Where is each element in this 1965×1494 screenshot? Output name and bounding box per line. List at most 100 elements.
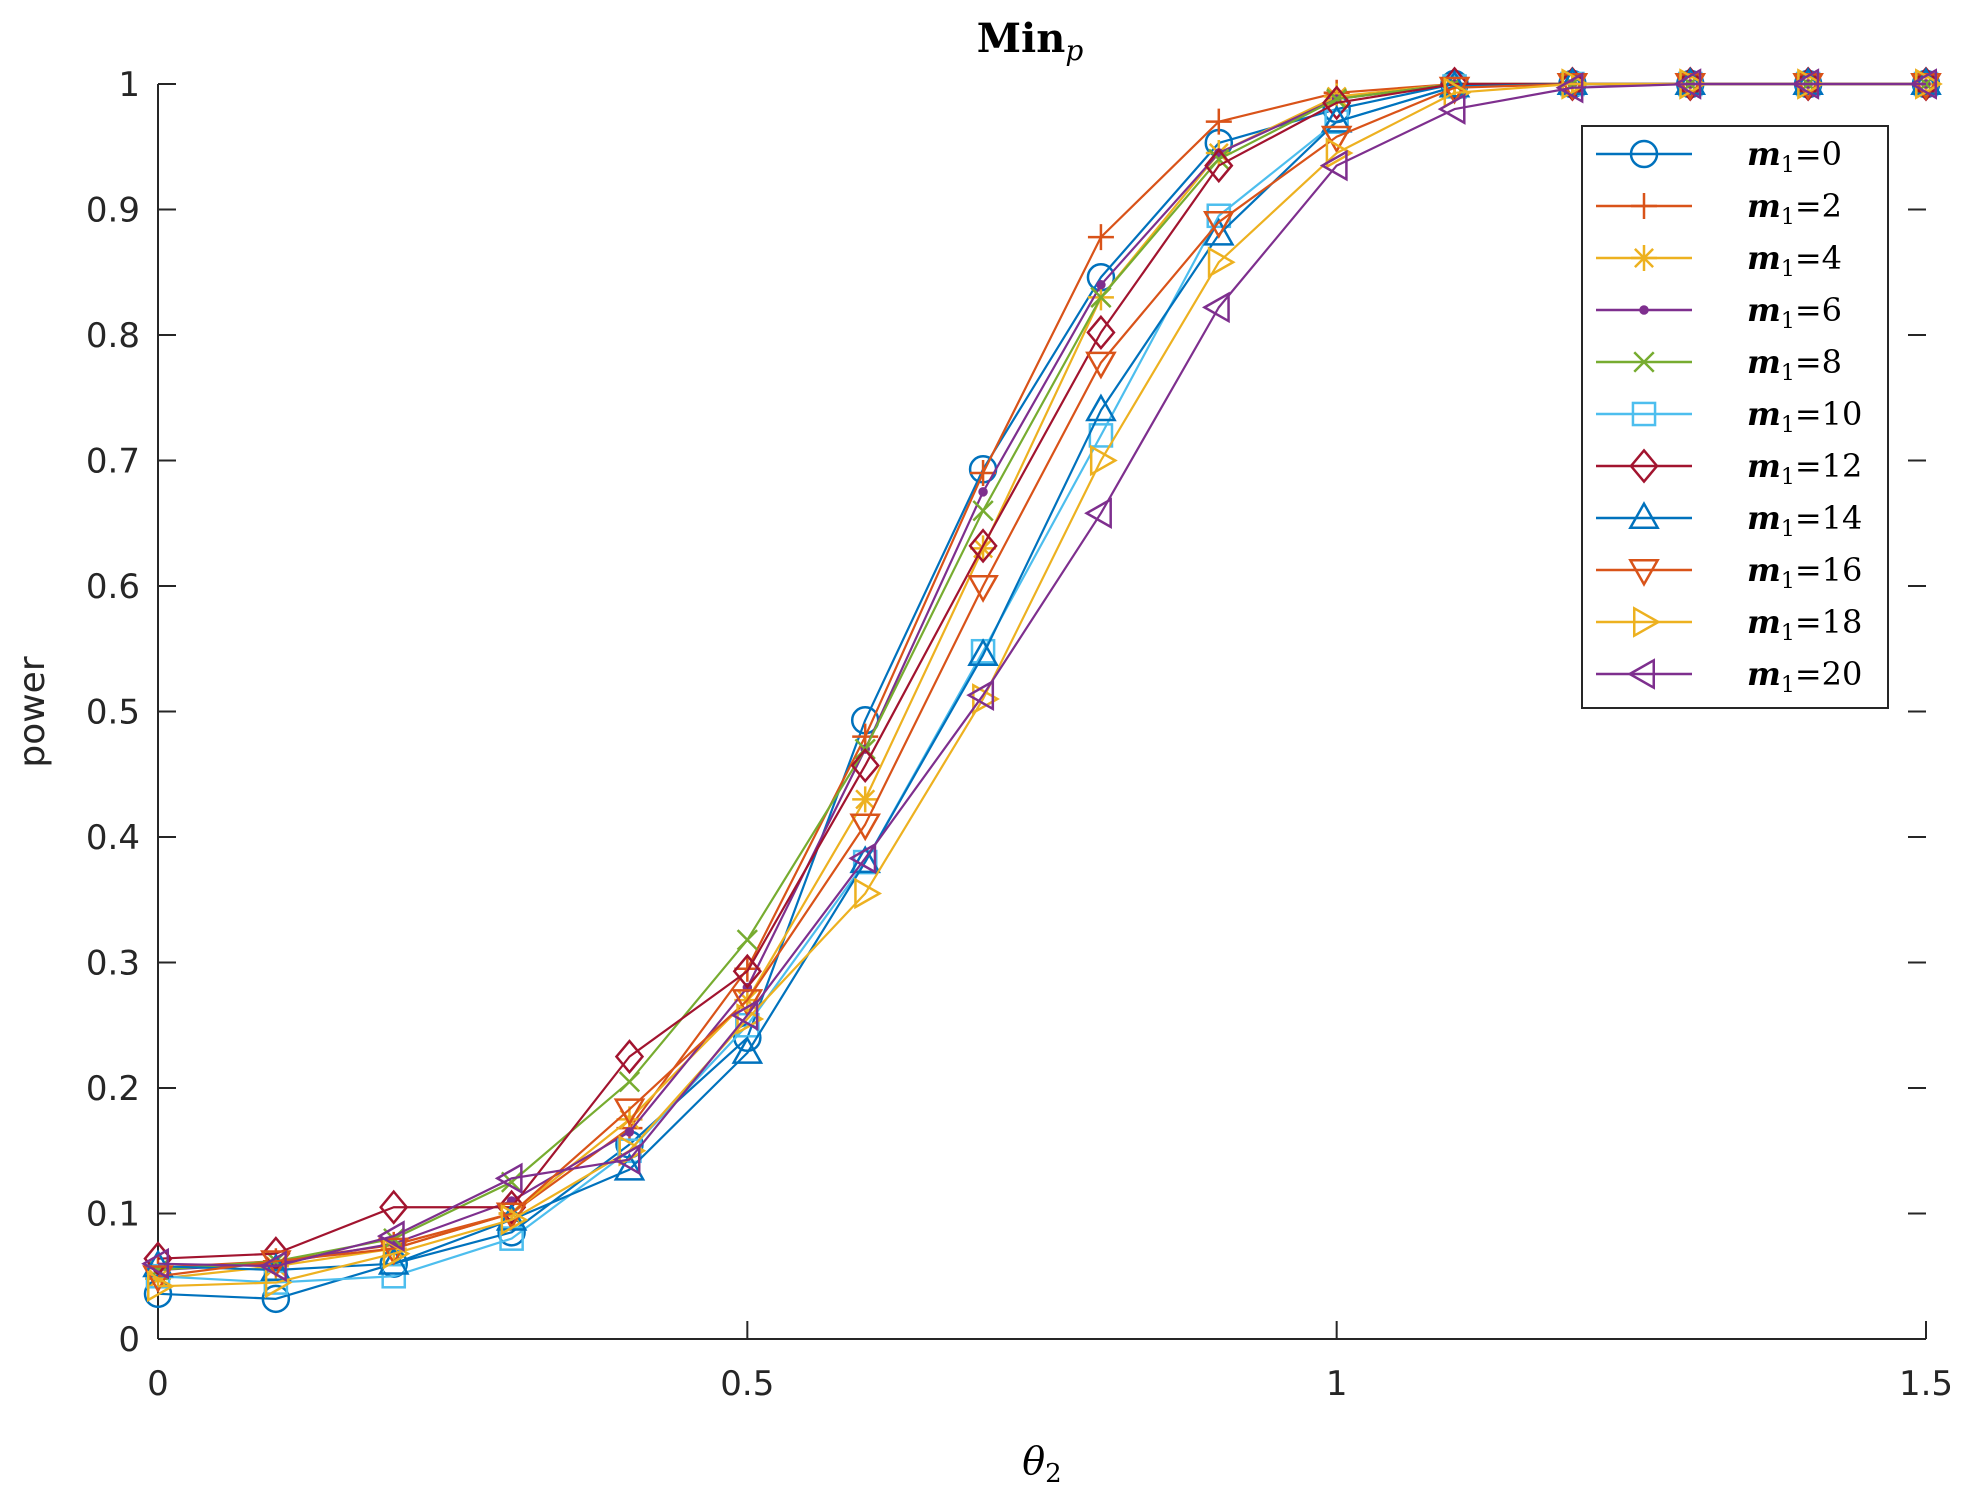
legend-entry: m1=18	[1596, 603, 1862, 646]
data-point-marker	[854, 877, 883, 910]
data-point-marker	[377, 1246, 410, 1275]
legend-entry: m1=8	[1596, 343, 1842, 386]
legend-entry: m1=4	[1596, 239, 1842, 282]
data-point-marker	[1324, 109, 1349, 134]
data-point-marker	[624, 1127, 635, 1137]
legend-label-sub: 1	[1781, 673, 1795, 698]
data-point-marker	[1673, 68, 1702, 100]
data-point-marker	[1633, 606, 1661, 638]
data-point-marker	[1438, 69, 1471, 98]
legend-label-sub: 1	[1781, 257, 1795, 282]
legend-label-sub: 1	[1781, 569, 1795, 594]
y-tick-label: 1	[118, 65, 140, 105]
legend-label: m1=6	[1747, 291, 1842, 334]
data-point-marker	[379, 1189, 409, 1225]
data-point-marker	[1631, 245, 1657, 271]
legend-label-val: =12	[1795, 447, 1863, 485]
legend-label: m1=14	[1747, 499, 1862, 542]
data-point-marker	[978, 487, 988, 497]
data-point-marker	[612, 1143, 641, 1176]
data-point-marker	[1203, 217, 1235, 246]
legend-label-sub: 1	[1781, 361, 1795, 386]
legend-label-var: m	[1747, 343, 1781, 381]
legend-label-var: m	[1747, 187, 1781, 225]
data-point-marker	[1319, 149, 1348, 182]
data-point-marker	[1438, 76, 1471, 105]
data-point-marker	[970, 535, 997, 562]
x-tick-label: 1.5	[1899, 1364, 1953, 1404]
data-point-marker	[1205, 108, 1232, 135]
data-point-marker	[259, 1250, 287, 1283]
data-point-marker	[1629, 139, 1659, 169]
data-point-marker	[1633, 351, 1655, 373]
data-point-marker	[141, 1247, 169, 1280]
x-axis-ticks: 0 0.5 1 1.5	[147, 1321, 1953, 1404]
data-point-marker	[1627, 658, 1655, 690]
legend-entry: m1=20	[1596, 655, 1862, 698]
legend-label-var: m	[1747, 499, 1781, 537]
data-point-marker	[1208, 148, 1230, 170]
data-point-marker	[966, 679, 995, 711]
data-point-marker	[1325, 137, 1354, 169]
data-point-marker	[1639, 305, 1649, 315]
data-point-marker	[967, 638, 999, 667]
data-point-marker	[731, 1036, 764, 1064]
data-point-marker	[1910, 73, 1942, 101]
y-tick-label: 0	[118, 1320, 140, 1360]
x-axis-label: θ2	[1022, 1439, 1061, 1489]
legend-label-var: m	[1747, 603, 1781, 641]
data-point-marker	[1674, 73, 1707, 101]
data-point-marker	[496, 1189, 527, 1225]
legend-label-val: =6	[1795, 291, 1842, 329]
chart-title-sub: p	[1065, 34, 1083, 67]
x-tick-label: 0.5	[720, 1364, 774, 1404]
legend-label-sub: 1	[1781, 465, 1795, 490]
y-tick-label: 0.9	[86, 191, 140, 231]
legend-label: m1=4	[1747, 239, 1842, 282]
data-point-marker	[968, 528, 998, 564]
legend-label: m1=10	[1747, 395, 1862, 438]
legend-entry: m1=14	[1596, 499, 1862, 542]
series-line	[157, 82, 1926, 1268]
data-point-marker	[1207, 246, 1236, 279]
data-point-marker	[1320, 125, 1353, 154]
legend-label-val: =14	[1795, 499, 1863, 537]
legend-entry: m1=6	[1596, 291, 1842, 334]
data-point-marker	[1201, 291, 1230, 324]
data-point-marker	[1555, 71, 1584, 104]
y-tick-label: 0.4	[86, 818, 140, 858]
legend-label-val: =0	[1795, 135, 1842, 173]
data-point-marker	[848, 842, 877, 875]
data-point-marker	[1322, 85, 1352, 121]
data-point-marker	[260, 1253, 292, 1281]
x-axis-label-sub: 2	[1045, 1459, 1062, 1489]
data-point-marker	[617, 1138, 642, 1164]
data-point-marker	[1089, 444, 1118, 477]
data-point-marker	[147, 1270, 175, 1303]
data-point-marker	[967, 575, 999, 603]
series-line	[157, 82, 1926, 1288]
chart-title: Minp	[977, 15, 1084, 67]
data-point-marker	[1909, 68, 1937, 100]
legend-label-sub: 1	[1781, 517, 1795, 542]
legend-label-val: =2	[1795, 187, 1842, 225]
legend-label-val: =8	[1795, 343, 1842, 381]
data-point-marker	[1792, 67, 1824, 95]
legend-label-val: =16	[1795, 551, 1863, 589]
legend-label-sub: 1	[1781, 153, 1795, 178]
data-point-marker	[1674, 67, 1707, 95]
legend-label: m1=2	[1747, 187, 1842, 230]
legend-entry: m1=10	[1596, 395, 1862, 438]
data-point-marker	[1556, 73, 1589, 101]
legend-label-val: =10	[1795, 395, 1863, 433]
legend-entry: m1=0	[1596, 135, 1842, 178]
legend-label-sub: 1	[1781, 309, 1795, 334]
data-point-marker	[500, 1171, 523, 1193]
data-point-marker	[1910, 67, 1942, 95]
data-point-marker	[1320, 104, 1353, 133]
y-tick-label: 0.3	[86, 944, 140, 984]
y-tick-label: 0.1	[86, 1195, 140, 1235]
legend-label: m1=12	[1747, 447, 1862, 490]
legend-label-sub: 1	[1781, 205, 1795, 230]
